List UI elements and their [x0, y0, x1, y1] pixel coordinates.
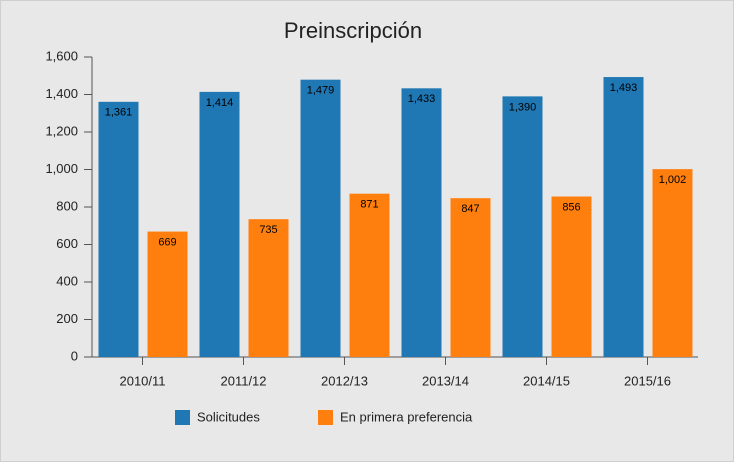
x-tick-label: 2011/12 — [220, 373, 266, 388]
bar — [603, 77, 644, 357]
value-label: 669 — [158, 236, 176, 248]
bar — [248, 219, 289, 357]
x-tick-label: 2015/16 — [624, 373, 671, 388]
value-label: 1,433 — [408, 93, 436, 105]
bar — [502, 96, 543, 357]
y-tick-label: 1,600 — [45, 48, 78, 63]
y-tick-label: 200 — [56, 311, 78, 326]
x-tick-label: 2013/14 — [422, 373, 469, 388]
legend-label: En primera preferencia — [340, 409, 473, 424]
value-label: 1,002 — [659, 174, 687, 186]
x-tick-label: 2012/13 — [321, 373, 368, 388]
y-tick-label: 600 — [56, 236, 78, 251]
value-label: 1,493 — [610, 82, 638, 94]
bar — [147, 231, 188, 357]
bar — [199, 91, 240, 357]
y-tick-label: 1,000 — [45, 161, 78, 176]
value-label: 1,390 — [509, 101, 537, 113]
value-label: 856 — [562, 201, 580, 213]
x-tick-label: 2010/11 — [119, 373, 165, 388]
legend-label: Solicitudes — [197, 409, 260, 424]
legend-swatch — [175, 410, 190, 425]
y-tick-label: 1,200 — [45, 123, 78, 138]
value-label: 1,361 — [105, 107, 133, 119]
value-label: 847 — [461, 203, 479, 215]
y-tick-label: 800 — [56, 198, 78, 213]
bar — [300, 79, 341, 357]
bar — [349, 193, 390, 357]
value-label: 1,414 — [206, 97, 234, 109]
y-tick-label: 1,400 — [45, 86, 78, 101]
y-tick-label: 400 — [56, 273, 78, 288]
bar — [401, 88, 442, 357]
legend-swatch — [318, 410, 333, 425]
x-tick-label: 2014/15 — [523, 373, 570, 388]
bar — [551, 196, 592, 357]
value-label: 1,479 — [307, 85, 335, 97]
bar — [450, 198, 491, 357]
value-label: 871 — [360, 199, 378, 211]
bar — [98, 101, 139, 357]
y-tick-label: 0 — [71, 348, 78, 363]
value-label: 735 — [259, 224, 277, 236]
bar — [652, 169, 693, 357]
chart-title: Preinscripción — [284, 18, 422, 43]
